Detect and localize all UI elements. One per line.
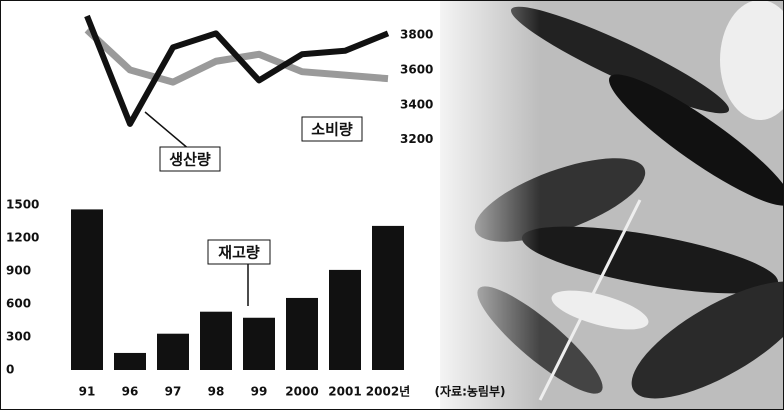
x-tick-label: 98 <box>208 385 225 399</box>
bar <box>114 352 146 370</box>
y-tick-label: 300 <box>6 330 31 344</box>
x-tick-label: 91 <box>79 385 96 399</box>
annotation-consumption: 소비량 <box>301 116 363 142</box>
x-tick-label: 96 <box>122 385 139 399</box>
annotation-production: 생산량 <box>144 111 221 172</box>
y2-tick-label: 3800 <box>400 28 433 42</box>
series-label: 생산량 <box>169 151 211 169</box>
bar <box>200 311 232 370</box>
label-box <box>301 116 363 142</box>
x-tick-label: 97 <box>165 385 182 399</box>
y-tick-label: 600 <box>6 297 31 311</box>
highlight <box>720 0 784 120</box>
x-tick-label: 2001 <box>328 385 361 399</box>
leader-line <box>144 111 191 151</box>
photo <box>420 0 784 410</box>
y2-tick-label: 3600 <box>400 62 433 76</box>
series-line <box>84 14 390 127</box>
y2-tick-label: 3400 <box>400 97 433 111</box>
highlight <box>551 290 649 330</box>
bar <box>286 297 318 370</box>
x-tick-label: 2000 <box>285 385 318 399</box>
y-tick-label: 1500 <box>6 198 39 212</box>
bar <box>243 317 275 370</box>
leaf <box>631 281 784 399</box>
y-tick-label: 1200 <box>6 231 39 245</box>
x-tick-label: 2002년 <box>366 385 410 399</box>
source: (자료:농림부) <box>435 384 506 399</box>
y-tick-label: 0 <box>6 363 14 377</box>
bar <box>71 209 103 370</box>
bar <box>157 333 189 370</box>
leaf <box>510 6 730 114</box>
y2-tick-label: 3200 <box>400 132 433 146</box>
x-tick-label: 99 <box>251 385 268 399</box>
label-box <box>207 239 271 265</box>
leaf <box>609 74 784 206</box>
bar <box>372 225 404 370</box>
leaf <box>521 226 779 294</box>
label-box <box>159 146 221 172</box>
annotation: 재고량 <box>218 244 260 262</box>
stem <box>538 199 642 401</box>
photo-fade <box>420 0 540 410</box>
y-tick-label: 900 <box>6 264 31 278</box>
bar <box>329 269 361 370</box>
annotation-stock: 재고량 <box>207 239 271 306</box>
series-label: 소비량 <box>311 121 353 139</box>
